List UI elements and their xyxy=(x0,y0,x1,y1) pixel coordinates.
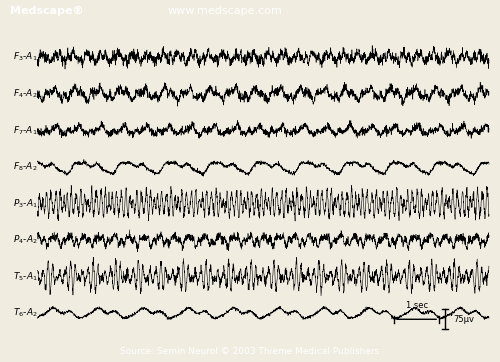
Text: www.medscape.com: www.medscape.com xyxy=(168,6,282,16)
Text: 1 sec: 1 sec xyxy=(406,301,427,310)
Text: F$_7$-A$_1$: F$_7$-A$_1$ xyxy=(13,124,38,136)
Text: T$_5$-A$_1$: T$_5$-A$_1$ xyxy=(12,270,38,283)
Text: F$_8$-A$_2$: F$_8$-A$_2$ xyxy=(13,161,38,173)
Text: P$_3$-A$_1$: P$_3$-A$_1$ xyxy=(12,197,38,210)
Text: Medscape®: Medscape® xyxy=(10,6,84,16)
Text: P$_4$-A$_2$: P$_4$-A$_2$ xyxy=(13,234,38,246)
Text: F$_4$-A$_2$: F$_4$-A$_2$ xyxy=(13,88,38,100)
Text: Source: Semin Neurol © 2003 Thieme Medical Publishers: Source: Semin Neurol © 2003 Thieme Medic… xyxy=(120,348,380,357)
Text: F$_3$-A$_1$: F$_3$-A$_1$ xyxy=(13,51,38,63)
Text: 75μv: 75μv xyxy=(453,315,474,324)
Text: T$_6$-A$_2$: T$_6$-A$_2$ xyxy=(13,307,38,319)
